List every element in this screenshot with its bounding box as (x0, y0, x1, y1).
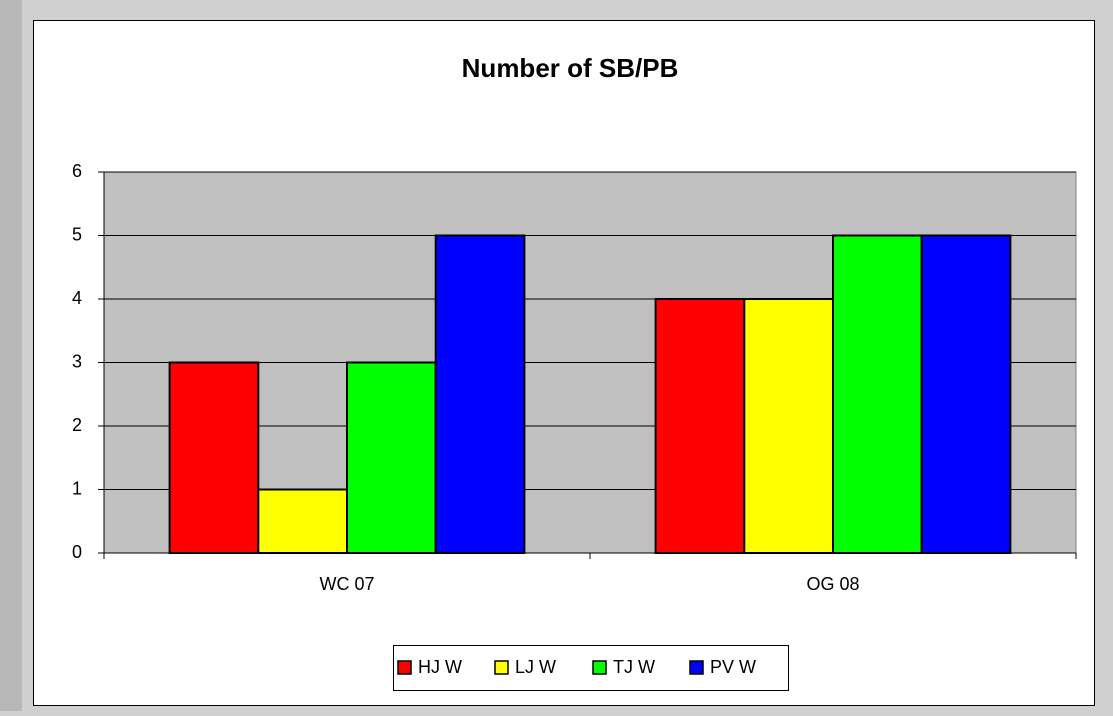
legend-swatch (397, 660, 412, 675)
y-tick-label: 1 (72, 478, 82, 498)
bar (346, 361, 437, 554)
bar (743, 298, 834, 554)
x-tick-label: WC 07 (319, 574, 374, 594)
legend-swatch (494, 660, 509, 675)
bar (168, 361, 260, 554)
legend-label: PV W (710, 657, 756, 677)
legend-label: TJ W (613, 657, 655, 677)
bar (434, 234, 526, 554)
y-tick-label: 5 (72, 224, 82, 244)
x-tick-label: OG 08 (806, 574, 859, 594)
y-tick-label: 2 (72, 415, 82, 435)
legend-label: LJ W (515, 657, 556, 677)
legend-swatch (592, 660, 607, 675)
y-tick-label: 3 (72, 351, 82, 371)
side-strip (0, 0, 22, 711)
bar (920, 234, 1012, 554)
bar (832, 234, 923, 554)
legend (393, 645, 789, 691)
y-tick-label: 6 (72, 161, 82, 181)
legend-swatch (689, 660, 704, 675)
legend-label: HJ W (418, 657, 462, 677)
bar (257, 488, 348, 554)
y-tick-label: 0 (72, 542, 82, 562)
y-tick-label: 4 (72, 288, 82, 308)
bar (654, 298, 746, 554)
chart-title: Number of SB/PB (462, 53, 679, 83)
